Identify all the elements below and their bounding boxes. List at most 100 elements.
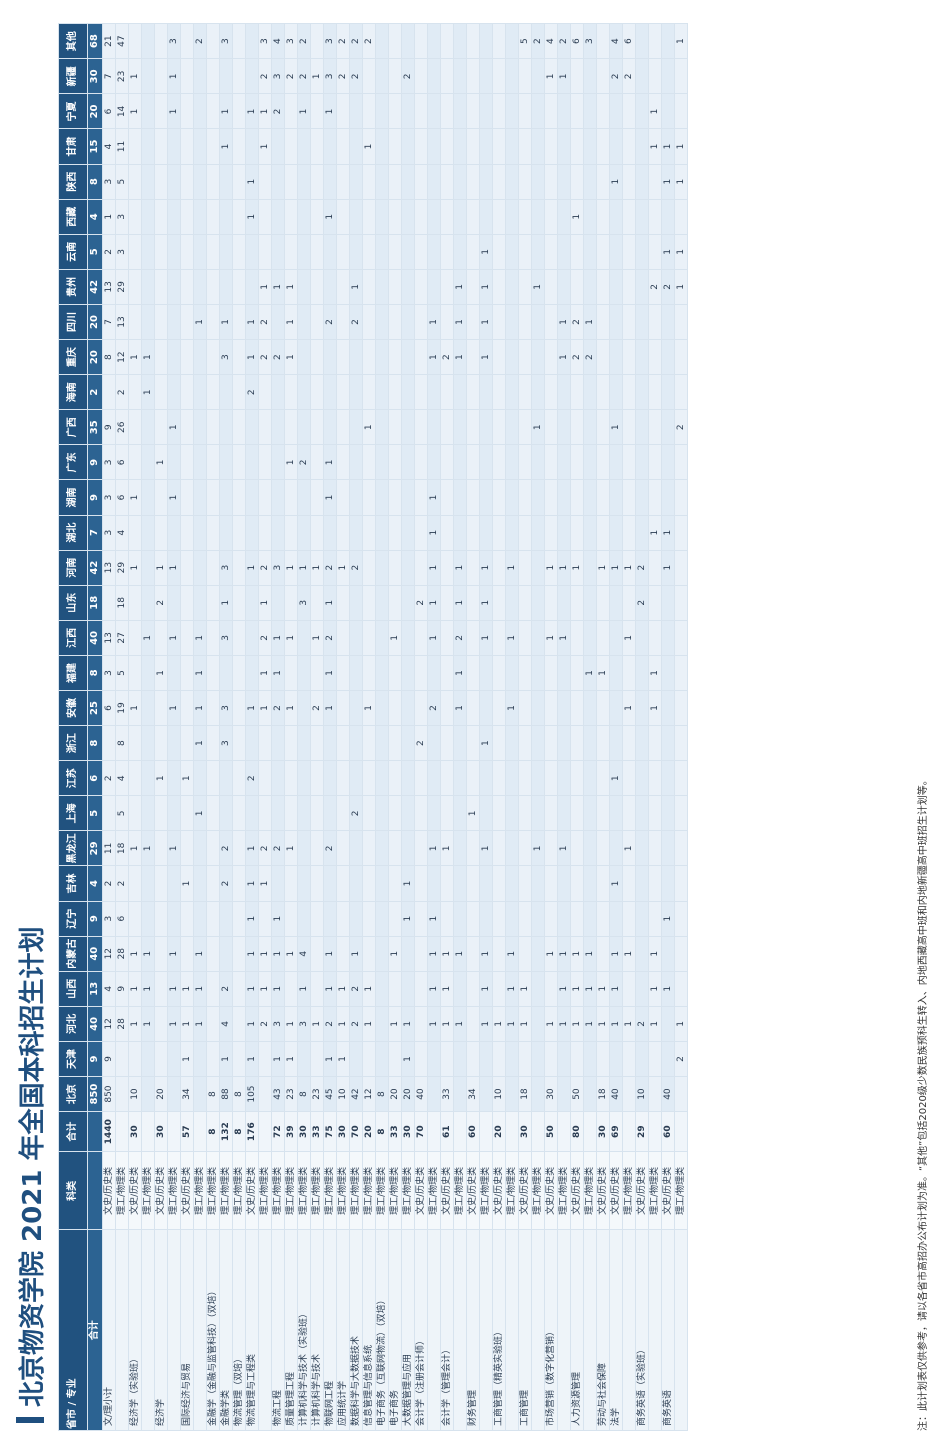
quota-cell [336, 795, 350, 831]
grand-total-cell: 6 [87, 760, 103, 796]
quota-cell [427, 865, 441, 902]
quota-cell [635, 199, 649, 235]
quota-cell: 1 [258, 585, 272, 621]
quota-cell [557, 269, 571, 305]
quota-cell [440, 269, 454, 305]
quota-cell: 2 [427, 690, 441, 726]
quota-cell [414, 374, 428, 410]
quota-cell [492, 199, 506, 235]
quota-cell [518, 690, 532, 726]
quota-cell: 1 [401, 1041, 415, 1077]
row-total: 60 [466, 1111, 480, 1152]
quota-cell [505, 234, 519, 270]
quota-cell: 1 [622, 550, 636, 586]
quota-cell [427, 1041, 441, 1077]
quota-cell [440, 550, 454, 586]
quota-cell: 1 [323, 444, 337, 480]
quota-cell [596, 795, 610, 831]
quota-cell [362, 620, 376, 656]
quota-cell: 1 [193, 620, 207, 656]
grand-total-cell: 40 [87, 1006, 103, 1042]
quota-cell [570, 901, 584, 937]
province-header: 广东 [58, 444, 88, 480]
quota-cell [310, 725, 324, 761]
quota-cell [414, 409, 428, 445]
subtotal-cell: 21 [102, 23, 116, 59]
quota-cell: 5 [518, 23, 532, 59]
quota-cell [388, 655, 402, 691]
quota-cell [206, 515, 220, 551]
quota-cell [193, 409, 207, 445]
quota-cell [154, 1006, 168, 1042]
quota-cell [128, 23, 142, 59]
major-name: 数据科学与大数据技术 [349, 1229, 363, 1431]
subject-type: 理工/物理类 [167, 1151, 181, 1230]
quota-cell: 1 [427, 620, 441, 656]
quota-cell: 50 [570, 1076, 584, 1112]
quota-cell [492, 901, 506, 937]
quota-cell [362, 515, 376, 551]
quota-cell [401, 515, 415, 551]
quota-cell [284, 128, 298, 165]
quota-cell [362, 901, 376, 937]
quota-cell [258, 901, 272, 937]
province-header: 内蒙古 [58, 936, 88, 972]
quota-cell [466, 865, 480, 902]
quota-cell [440, 58, 454, 94]
subtotal-cell: 7 [102, 304, 116, 340]
quota-cell [375, 690, 389, 726]
quota-cell: 1 [674, 23, 688, 59]
quota-cell [427, 655, 441, 691]
quota-cell [648, 830, 662, 866]
grand-total-cell: 20 [87, 304, 103, 340]
quota-cell: 3 [219, 690, 233, 726]
quota-cell [297, 760, 311, 796]
quota-cell [401, 690, 415, 726]
quota-cell [531, 620, 545, 656]
quota-cell [180, 690, 194, 726]
quota-cell [401, 620, 415, 656]
quota-cell [492, 93, 506, 129]
quota-cell [375, 550, 389, 586]
quota-cell [297, 1041, 311, 1077]
quota-cell [401, 479, 415, 516]
quota-cell [336, 479, 350, 516]
quota-cell [596, 901, 610, 937]
quota-cell [284, 795, 298, 831]
quota-cell [258, 444, 272, 480]
quota-cell [388, 901, 402, 937]
quota-cell [180, 304, 194, 340]
quota-cell [531, 690, 545, 726]
quota-cell [128, 655, 142, 691]
subtotal-cell: 4 [115, 760, 129, 796]
quota-cell [284, 655, 298, 691]
quota-cell [336, 304, 350, 340]
quota-cell [479, 760, 493, 796]
page-title: 北京物资学院 2021 年全国本科招生计划 [10, 927, 50, 1423]
quota-cell [661, 760, 675, 796]
quota-cell [596, 164, 610, 200]
quota-cell [414, 304, 428, 340]
quota-cell [388, 760, 402, 796]
row-total: 57 [180, 1111, 194, 1152]
quota-cell: 1 [479, 585, 493, 621]
quota-cell [219, 269, 233, 305]
quota-cell [401, 304, 415, 340]
quota-cell [544, 304, 558, 340]
quota-cell [128, 515, 142, 551]
quota-cell [648, 865, 662, 902]
quota-cell: 2 [219, 971, 233, 1007]
quota-cell [440, 409, 454, 445]
quota-cell [479, 409, 493, 445]
quota-cell: 2 [674, 1041, 688, 1077]
quota-cell [154, 515, 168, 551]
quota-cell [531, 339, 545, 375]
major-name: 金融学类 [219, 1229, 233, 1431]
quota-cell [180, 901, 194, 937]
quota-cell [492, 23, 506, 59]
quota-cell: 1 [648, 690, 662, 726]
quota-cell [193, 199, 207, 235]
subject-type: 理工/物理类 [583, 1151, 597, 1230]
quota-cell [232, 936, 246, 972]
major-name: 计算机科学与技术 [310, 1229, 324, 1431]
